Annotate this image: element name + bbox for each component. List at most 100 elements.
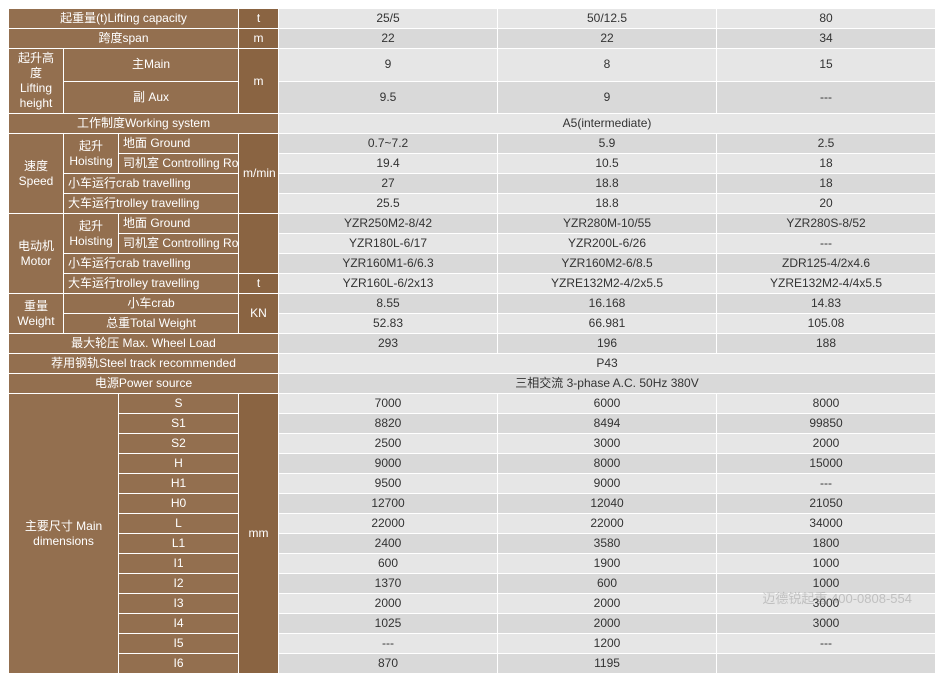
cell: 10.5 [498, 154, 717, 174]
label-ground: 地面 Ground [119, 134, 239, 154]
unit-mm: mm [239, 394, 279, 674]
cell: 1025 [279, 614, 498, 634]
cell: --- [717, 81, 936, 114]
cell: 8494 [498, 414, 717, 434]
cell: YZRE132M2-4/2x5.5 [498, 274, 717, 294]
cell: 1000 [717, 574, 936, 594]
label-lifting-height: 起升高度 Lifting height [9, 49, 64, 114]
cell: 9.5 [279, 81, 498, 114]
label-weight: 重量 Weight [9, 294, 64, 334]
cell: 600 [279, 554, 498, 574]
cell: 2.5 [717, 134, 936, 154]
unit-kn: KN [239, 294, 279, 334]
dim-key: I2 [119, 574, 239, 594]
cell: 14.83 [717, 294, 936, 314]
unit-mmin: m/min [239, 134, 279, 214]
label-crab-travelling: 小车运行crab travelling [64, 174, 239, 194]
cell: 80 [717, 9, 936, 29]
cell: YZR250M2-8/42 [279, 214, 498, 234]
label-speed: 速度 Speed [9, 134, 64, 214]
cell: 5.9 [498, 134, 717, 154]
dim-key: L [119, 514, 239, 534]
cell: 99850 [717, 414, 936, 434]
cell: YZR160L-6/2x13 [279, 274, 498, 294]
cell: 22 [498, 29, 717, 49]
label-trolley-travelling: 大车运行trolley travelling [64, 194, 239, 214]
cell: YZR200L-6/26 [498, 234, 717, 254]
cell: YZRE132M2-4/4x5.5 [717, 274, 936, 294]
cell: 1800 [717, 534, 936, 554]
unit-t: t [239, 274, 279, 294]
unit-t: t [239, 9, 279, 29]
cell: 870 [279, 654, 498, 674]
cell: YZR160M1-6/6.3 [279, 254, 498, 274]
cell: 9 [498, 81, 717, 114]
cell: 18.8 [498, 174, 717, 194]
cell: 3000 [498, 434, 717, 454]
cell: 8.55 [279, 294, 498, 314]
cell: YZR180L-6/17 [279, 234, 498, 254]
dim-key: S [119, 394, 239, 414]
cell: 1200 [498, 634, 717, 654]
dim-key: S2 [119, 434, 239, 454]
cell: 3000 [717, 594, 936, 614]
label-controlling-room: 司机室 Controlling Room [119, 154, 239, 174]
label-motor: 电动机 Motor [9, 214, 64, 294]
cell: 8000 [717, 394, 936, 414]
cell: --- [717, 234, 936, 254]
cell: 21050 [717, 494, 936, 514]
cell: 52.83 [279, 314, 498, 334]
cell: 9000 [498, 474, 717, 494]
cell: 15 [717, 49, 936, 82]
label-lifting-capacity: 起重量(t)Lifting capacity [9, 9, 239, 29]
cell: 105.08 [717, 314, 936, 334]
cell: 3000 [717, 614, 936, 634]
cell: 1900 [498, 554, 717, 574]
dim-key: S1 [119, 414, 239, 434]
cell: 3580 [498, 534, 717, 554]
cell: 600 [498, 574, 717, 594]
unit-m: m [239, 29, 279, 49]
cell: 34 [717, 29, 936, 49]
cell: 2000 [279, 594, 498, 614]
cell: 25/5 [279, 9, 498, 29]
label-hoisting: 起升 Hoisting [64, 134, 119, 174]
cell: 7000 [279, 394, 498, 414]
cell: 293 [279, 334, 498, 354]
cell: 0.7~7.2 [279, 134, 498, 154]
cell: 22 [279, 29, 498, 49]
cell [717, 654, 936, 674]
cell: 27 [279, 174, 498, 194]
cell: 12040 [498, 494, 717, 514]
label-total-weight: 总重Total Weight [64, 314, 239, 334]
cell: 20 [717, 194, 936, 214]
cell: YZR280S-8/52 [717, 214, 936, 234]
label-steel-track: 荐用钢轨Steel track recommended [9, 354, 279, 374]
label-crab: 小车crab [64, 294, 239, 314]
cell: 1195 [498, 654, 717, 674]
cell: 6000 [498, 394, 717, 414]
cell: 8 [498, 49, 717, 82]
cell: 1000 [717, 554, 936, 574]
label-aux: 副 Aux [64, 81, 239, 114]
cell: 8000 [498, 454, 717, 474]
cell: 34000 [717, 514, 936, 534]
cell: 18 [717, 154, 936, 174]
cell: 25.5 [279, 194, 498, 214]
dim-key: H [119, 454, 239, 474]
cell: 12700 [279, 494, 498, 514]
dim-key: H0 [119, 494, 239, 514]
cell: --- [717, 634, 936, 654]
cell: 22000 [498, 514, 717, 534]
cell: 15000 [717, 454, 936, 474]
dim-key: I4 [119, 614, 239, 634]
cell: 2000 [498, 614, 717, 634]
cell: 8820 [279, 414, 498, 434]
dim-key: I6 [119, 654, 239, 674]
dim-key: L1 [119, 534, 239, 554]
cell-working-system: A5(intermediate) [279, 114, 936, 134]
label-max-wheel-load: 最大轮压 Max. Wheel Load [9, 334, 279, 354]
cell: 16.168 [498, 294, 717, 314]
cell: 188 [717, 334, 936, 354]
cell: YZR280M-10/55 [498, 214, 717, 234]
